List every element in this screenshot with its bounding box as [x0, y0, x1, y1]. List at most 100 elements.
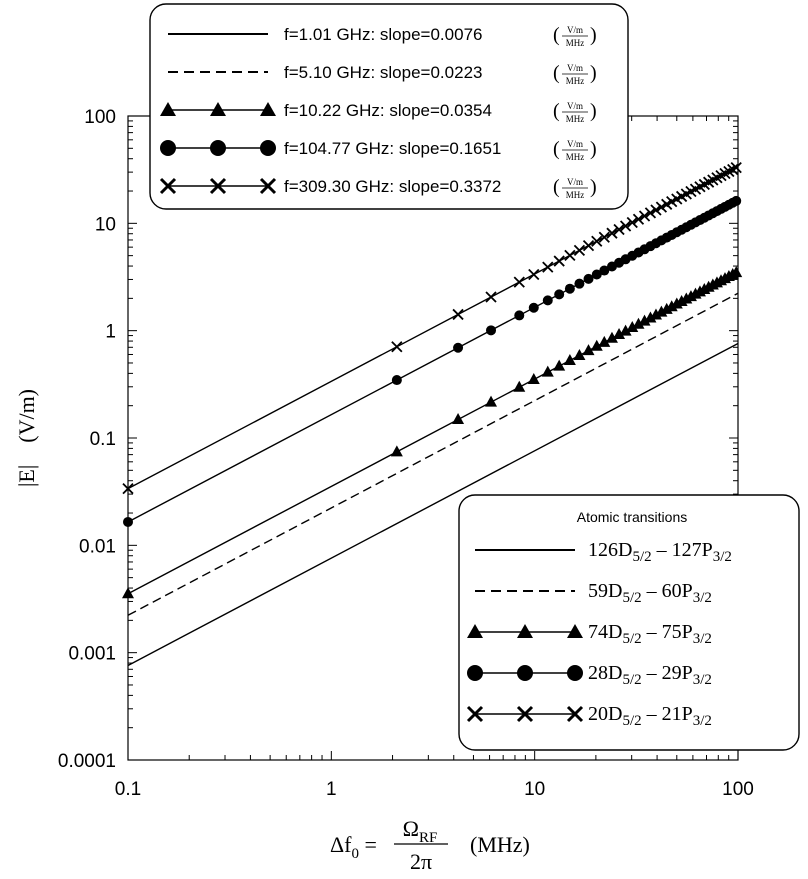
legend-top-entry-2: f=5.10 GHz: slope=0.0223 (V/m MHz) — [168, 62, 597, 86]
series-1 — [127, 342, 739, 667]
data-point — [527, 373, 540, 385]
data-point — [553, 359, 566, 371]
data-point — [591, 235, 603, 247]
legend-paren: ) — [590, 176, 597, 198]
legend-paren: ) — [590, 100, 597, 122]
data-point — [619, 324, 632, 336]
x-label-numerator: ΩRF — [403, 816, 438, 846]
legend-bottom-title: Atomic transitions — [577, 509, 687, 525]
data-point — [391, 375, 402, 386]
legend-marker — [160, 140, 176, 156]
legend-bottom-label: 59D5/2 – 60P3/2 — [588, 580, 712, 606]
legend-marker — [517, 624, 533, 638]
data-point — [554, 289, 565, 300]
legend-paren: ) — [590, 24, 597, 46]
data-point — [513, 276, 525, 288]
legend-unit-num: V/m — [567, 101, 583, 111]
legend-paren: ( — [553, 100, 560, 122]
legend-marker — [209, 177, 227, 195]
y-tick-label: 10 — [95, 214, 116, 235]
y-axis: 0.0001 0.001 0.01 0.1 1 10 100 — [58, 107, 738, 772]
legend-bottom-label: 126D5/2 – 127P3/2 — [588, 539, 732, 565]
data-point — [605, 331, 618, 343]
data-point — [391, 341, 403, 353]
legend-marker — [567, 665, 583, 681]
legend-top-entry-4: f=104.77 GHz: slope=0.1651 (V/m MHz) — [160, 138, 597, 162]
legend-marker — [516, 705, 534, 723]
data-point — [390, 445, 403, 457]
data-point — [598, 335, 611, 347]
x-axis-label: Δf0 = ΩRF 2π (MHz) — [330, 816, 530, 874]
data-point — [632, 317, 645, 329]
data-point — [582, 239, 595, 252]
data-point — [731, 195, 742, 206]
data-point — [452, 308, 464, 321]
y-tick-label: 0.0001 — [58, 751, 116, 772]
data-point — [638, 314, 651, 326]
data-point — [638, 210, 651, 222]
data-point — [655, 201, 668, 213]
data-point — [650, 204, 662, 216]
data-point — [619, 220, 632, 232]
data-point — [598, 231, 610, 243]
legend-marker — [467, 665, 483, 681]
legend-bottom-box — [458, 494, 800, 751]
data-point — [563, 353, 576, 365]
legend-paren: ( — [553, 62, 560, 84]
y-tick-label: 0.001 — [68, 644, 116, 665]
x-label-denominator: 2π — [410, 849, 432, 874]
series-3 — [122, 266, 743, 599]
data-point — [644, 207, 657, 219]
data-point — [599, 265, 610, 276]
legend-unit-den: MHz — [566, 190, 585, 200]
x-tick-label: 100 — [722, 779, 754, 800]
legend-bottom-entry-4: 28D5/2 – 29P3/2 — [467, 662, 712, 688]
legend-paren: ( — [553, 138, 560, 160]
data-point — [542, 295, 553, 306]
legend-unit-den: MHz — [566, 114, 585, 124]
legend-top-label: f=309.30 GHz: slope=0.3372 — [284, 177, 501, 196]
legend-marker — [210, 102, 226, 116]
legend-marker — [159, 177, 177, 195]
legend-bottom-label: 74D5/2 – 75P3/2 — [588, 621, 712, 647]
data-point — [590, 339, 603, 351]
legend-bottom-entry-2: 59D5/2 – 60P3/2 — [475, 580, 712, 606]
legend-paren: ) — [590, 62, 597, 84]
legend-unit-num: V/m — [567, 63, 583, 73]
data-point — [453, 342, 464, 353]
data-point — [632, 213, 645, 225]
data-point — [626, 216, 638, 229]
legend-marker — [567, 624, 583, 638]
legend-paren: ( — [553, 24, 560, 46]
y-axis-label: |E| (V/m) — [14, 389, 39, 487]
data-point — [649, 308, 662, 320]
legend-unit-den: MHz — [566, 152, 585, 162]
legend-marker — [260, 102, 276, 116]
data-point — [582, 344, 595, 356]
data-point — [573, 348, 586, 360]
legend-marker — [517, 665, 533, 681]
data-point — [564, 249, 576, 262]
data-point — [122, 483, 134, 495]
data-point — [123, 516, 133, 527]
legend-top-label: f=10.22 GHz: slope=0.0354 — [284, 101, 492, 120]
y-tick-label: 0.1 — [90, 429, 116, 450]
data-point — [574, 278, 585, 289]
data-point — [486, 325, 497, 336]
legend-top-label: f=1.01 GHz: slope=0.0076 — [284, 25, 482, 44]
data-point — [513, 380, 526, 392]
legend-marker — [260, 140, 276, 156]
data-point — [485, 395, 498, 407]
data-point — [613, 223, 625, 236]
data-point — [626, 321, 639, 333]
legend-unit-den: MHz — [566, 38, 585, 48]
x-label-lhs: Δf0 = — [330, 832, 377, 862]
data-point — [553, 255, 565, 267]
data-point — [727, 163, 739, 176]
legend-bottom-label: 20D5/2 – 21P3/2 — [588, 703, 712, 729]
data-point — [541, 365, 554, 377]
x-tick-label: 1 — [326, 779, 337, 800]
data-point — [564, 283, 575, 294]
